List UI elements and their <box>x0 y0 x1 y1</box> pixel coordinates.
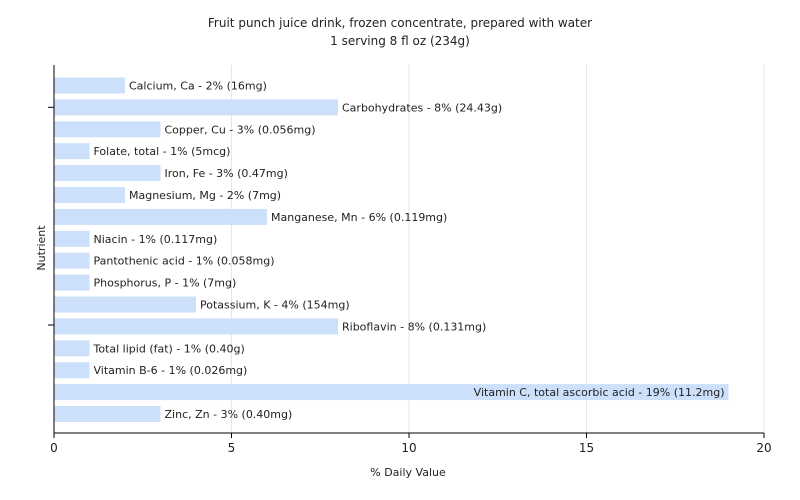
bar <box>54 318 338 335</box>
bar <box>54 384 729 401</box>
bar <box>54 208 267 225</box>
chart-subtitle: 1 serving 8 fl oz (234g) <box>330 34 470 48</box>
bar <box>54 230 90 247</box>
bar-label: Manganese, Mn - 6% (0.119mg) <box>271 211 447 224</box>
bar-label: Niacin - 1% (0.117mg) <box>94 233 218 246</box>
bar <box>54 121 161 138</box>
bar-label: Copper, Cu - 3% (0.056mg) <box>165 123 316 136</box>
bar-label: Riboflavin - 8% (0.131mg) <box>342 320 486 333</box>
bar <box>54 99 338 116</box>
bar-label: Magnesium, Mg - 2% (7mg) <box>129 189 281 202</box>
bar <box>54 252 90 269</box>
bar-label: Vitamin C, total ascorbic acid - 19% (11… <box>474 386 725 399</box>
bar <box>54 274 90 291</box>
bar-label: Phosphorus, P - 1% (7mg) <box>94 277 237 290</box>
bar <box>54 296 196 313</box>
x-tick-label: 10 <box>401 441 416 455</box>
bar-label: Zinc, Zn - 3% (0.40mg) <box>165 408 293 421</box>
bar-label: Potassium, K - 4% (154mg) <box>200 299 350 312</box>
x-tick-label: 20 <box>756 441 771 455</box>
y-axis-label: Nutrient <box>35 225 48 271</box>
bar <box>54 143 90 160</box>
x-tick-label: 15 <box>579 441 594 455</box>
bar <box>54 165 161 182</box>
bars-group: Calcium, Ca - 2% (16mg) Carbohydrates - 8… <box>54 77 729 422</box>
grid-lines <box>231 65 765 433</box>
bar <box>54 187 125 203</box>
axes-group: 0 5 10 15 20 <box>48 65 772 455</box>
bar-label: Calcium, Ca - 2% (16mg) <box>129 80 267 93</box>
bar-label: Carbohydrates - 8% (24.43g) <box>342 101 502 114</box>
bar <box>54 406 161 422</box>
bar <box>54 340 90 357</box>
bar-label: Pantothenic acid - 1% (0.058mg) <box>94 255 275 268</box>
bar <box>54 362 90 379</box>
bar-label: Folate, total - 1% (5mcg) <box>94 145 231 158</box>
bar-label: Vitamin B-6 - 1% (0.026mg) <box>94 364 248 377</box>
x-tick-label: 0 <box>50 441 58 455</box>
bar-label: Total lipid (fat) - 1% (0.40g) <box>93 342 245 355</box>
bar-label: Iron, Fe - 3% (0.47mg) <box>165 167 288 180</box>
bar <box>54 77 125 94</box>
chart-title: Fruit punch juice drink, frozen concentr… <box>208 16 592 30</box>
x-tick-label: 5 <box>228 441 236 455</box>
x-axis-label: % Daily Value <box>370 466 446 479</box>
